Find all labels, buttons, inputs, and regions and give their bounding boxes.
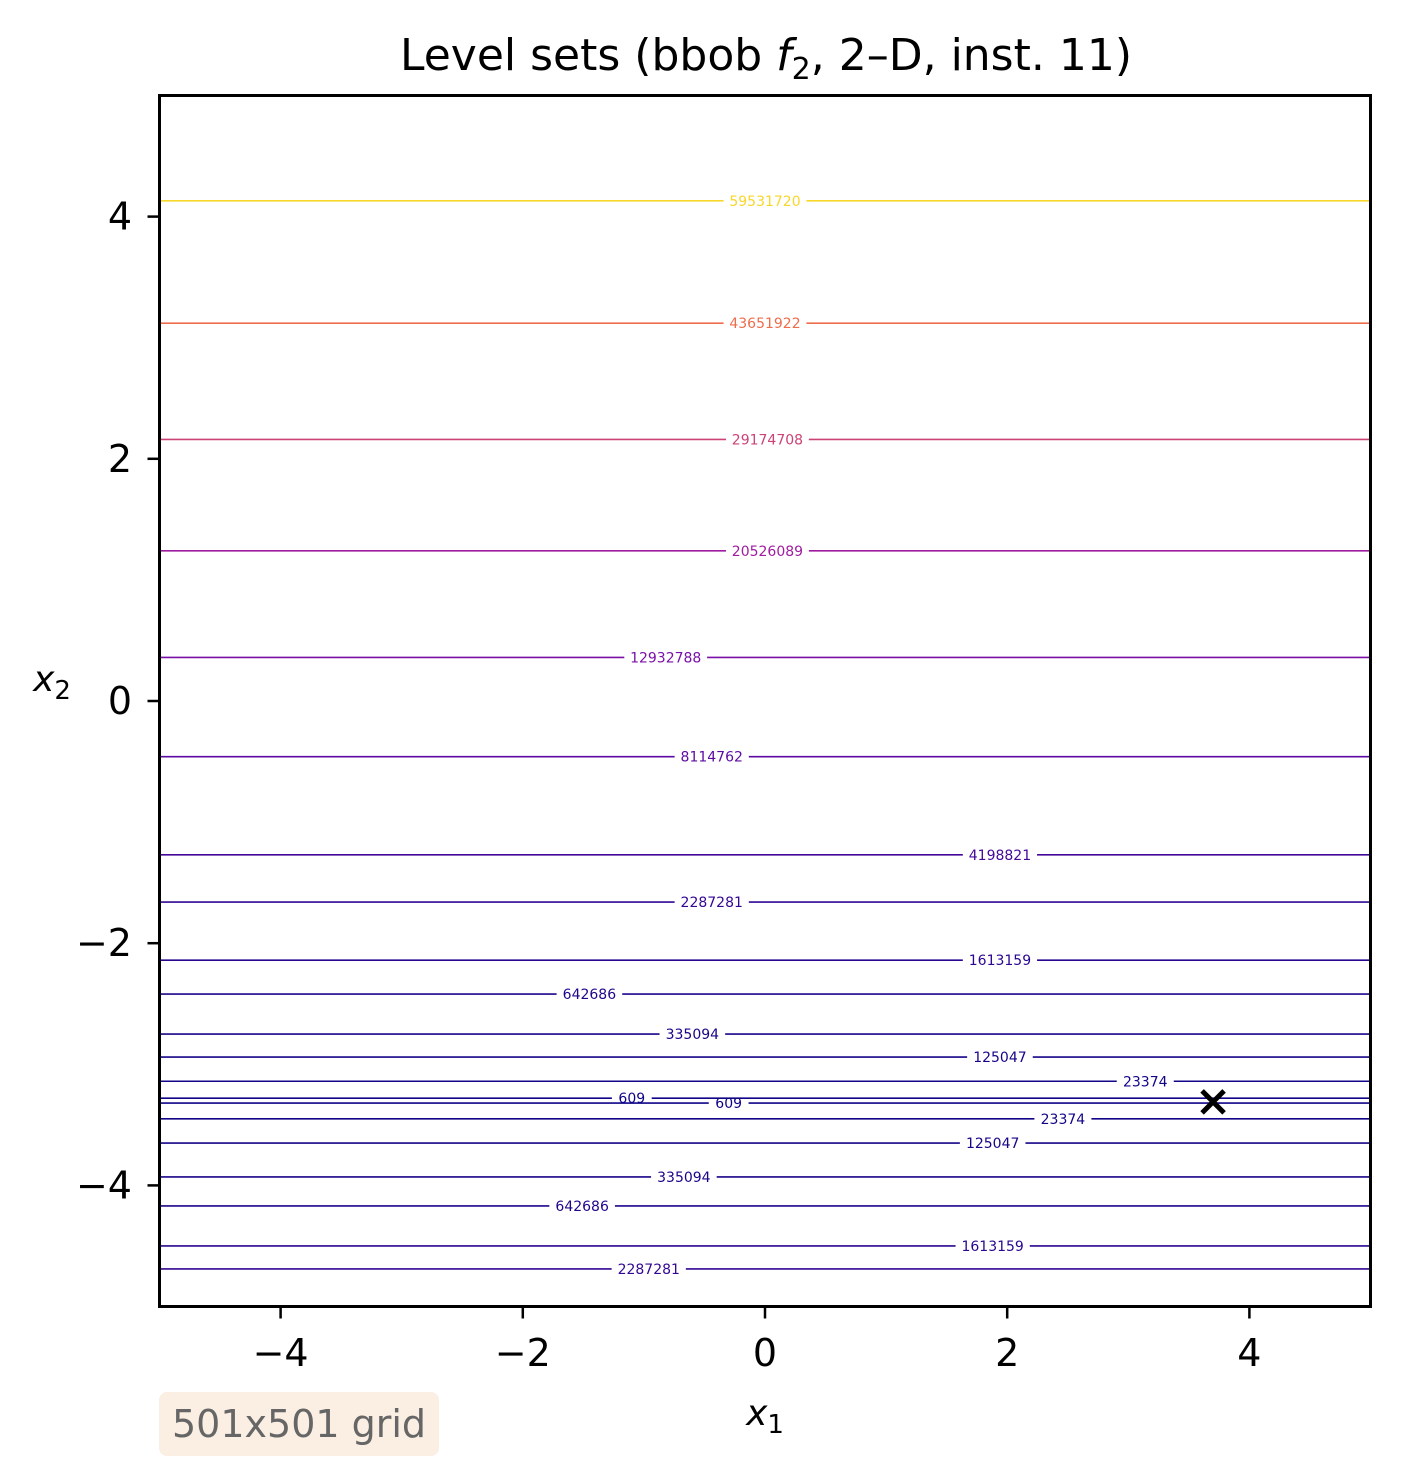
x-axis-label: x1 bbox=[745, 1393, 784, 1440]
contour-label: 23374 bbox=[1041, 1112, 1086, 1128]
optimum-marker bbox=[1200, 1089, 1226, 1115]
contour-label: 23374 bbox=[1123, 1074, 1168, 1090]
contour-label: 1613159 bbox=[961, 1239, 1023, 1255]
y-tick-label: 2 bbox=[108, 437, 132, 481]
contour-label: 8114762 bbox=[681, 750, 743, 766]
x-tick-label: 4 bbox=[1237, 1331, 1261, 1375]
y-tick-label: −4 bbox=[76, 1163, 132, 1207]
x-tick-label: 0 bbox=[753, 1331, 777, 1375]
plot-frame bbox=[158, 94, 1372, 1308]
contour-labels: 59531720 43651922 29174708 20526089 12932788… bbox=[555, 194, 1167, 1278]
x-tick-label: −2 bbox=[495, 1331, 551, 1375]
contour-label: 29174708 bbox=[732, 432, 803, 448]
contour-label: 335094 bbox=[657, 1170, 711, 1186]
contour-label: 2287281 bbox=[618, 1262, 680, 1278]
y-tick-label: 4 bbox=[108, 195, 132, 239]
contour-label: 335094 bbox=[666, 1027, 720, 1043]
contour-label: 1613159 bbox=[969, 953, 1031, 969]
contour-label: 609 bbox=[618, 1091, 645, 1107]
contour-label: 125047 bbox=[973, 1050, 1026, 1066]
grid-size-annotation: 501x501 grid bbox=[159, 1392, 440, 1456]
y-axis-label: x2 bbox=[32, 659, 71, 706]
x-tick-label: −4 bbox=[253, 1331, 309, 1375]
contour-label: 125047 bbox=[966, 1136, 1019, 1152]
x-tick-label: 2 bbox=[995, 1331, 1019, 1375]
chart-title: Level sets (bbob f2, 2–D, inst. 11) bbox=[400, 30, 1132, 87]
optimum-marker-stroke bbox=[1200, 1089, 1226, 1115]
y-tick-label: −2 bbox=[76, 921, 132, 965]
contour-label: 43651922 bbox=[729, 316, 800, 332]
y-tick-label: 0 bbox=[108, 679, 132, 723]
contour-label: 642686 bbox=[563, 987, 617, 1003]
contour-label: 642686 bbox=[555, 1199, 609, 1215]
contour-label: 609 bbox=[715, 1096, 742, 1112]
y-axis-ticks: −4 −2 0 2 4 bbox=[76, 195, 160, 1207]
x-axis-ticks: −4 −2 0 2 4 bbox=[253, 1306, 1261, 1375]
contour-lines bbox=[159, 200, 1371, 1270]
contour-label: 4198821 bbox=[969, 848, 1031, 864]
contour-label: 12932788 bbox=[630, 650, 701, 666]
contour-label: 59531720 bbox=[729, 194, 800, 210]
contour-label: 2287281 bbox=[681, 895, 743, 911]
contour-label: 20526089 bbox=[732, 544, 803, 560]
